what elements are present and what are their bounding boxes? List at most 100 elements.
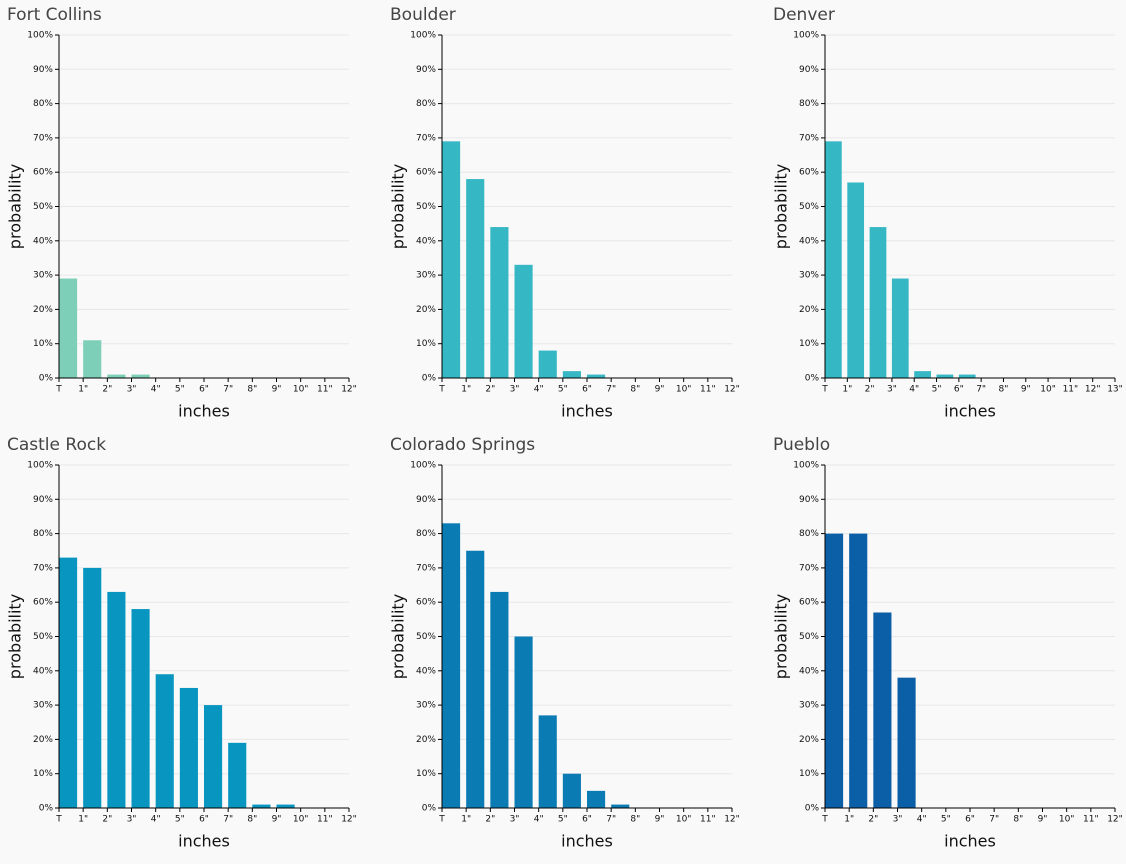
x-tick-label: 4" xyxy=(909,385,919,395)
x-tick-label: 6" xyxy=(954,385,964,395)
x-tick-label: 8" xyxy=(1013,815,1023,825)
x-tick-label: 4" xyxy=(534,385,544,395)
y-tick-label: 20% xyxy=(799,735,819,745)
bar xyxy=(914,371,931,378)
bar xyxy=(59,557,78,808)
bar xyxy=(958,374,976,378)
x-tick-label: 9" xyxy=(1021,385,1031,395)
bar xyxy=(825,141,842,378)
x-tick-label: 5" xyxy=(558,385,568,395)
x-tick-label: 10" xyxy=(676,815,692,825)
chart-title: Pueblo xyxy=(773,435,830,455)
y-axis-label: probability xyxy=(389,594,408,679)
y-tick-label: 90% xyxy=(33,65,53,75)
x-tick-label: 4" xyxy=(151,385,161,395)
y-tick-label: 90% xyxy=(416,65,436,75)
x-axis-label: inches xyxy=(561,402,613,421)
y-tick-label: 60% xyxy=(416,168,436,178)
y-tick-label: 10% xyxy=(33,339,53,349)
x-tick-label: T xyxy=(821,815,828,825)
chart-title: Boulder xyxy=(390,5,456,25)
x-tick-label: 1" xyxy=(78,815,88,825)
bar xyxy=(228,742,247,808)
bar xyxy=(538,715,557,808)
bar xyxy=(514,264,533,378)
x-tick-label: 7" xyxy=(976,385,986,395)
x-tick-label: 1" xyxy=(461,815,471,825)
x-tick-label: 12" xyxy=(724,385,740,395)
y-tick-label: 0% xyxy=(805,374,820,384)
x-tick-label: 6" xyxy=(582,385,592,395)
bar xyxy=(538,350,557,378)
x-tick-label: 12" xyxy=(1107,815,1123,825)
bar xyxy=(847,182,865,378)
x-tick-label: 8" xyxy=(247,815,257,825)
y-tick-label: 60% xyxy=(799,598,819,608)
bar xyxy=(587,374,606,378)
bar xyxy=(936,374,954,378)
y-tick-label: 10% xyxy=(416,769,436,779)
bar xyxy=(869,227,887,378)
chart-title: Castle Rock xyxy=(7,435,106,455)
x-tick-label: 8" xyxy=(247,385,257,395)
y-tick-label: 80% xyxy=(799,99,819,109)
y-tick-label: 30% xyxy=(416,271,436,281)
y-tick-label: 10% xyxy=(799,339,819,349)
bar xyxy=(562,773,581,808)
y-tick-label: 90% xyxy=(799,495,819,505)
y-tick-label: 70% xyxy=(799,563,819,573)
bar xyxy=(891,278,909,378)
y-tick-label: 100% xyxy=(793,31,819,41)
x-tick-label: 5" xyxy=(175,815,185,825)
x-tick-label: 10" xyxy=(293,385,309,395)
y-tick-label: 70% xyxy=(33,133,53,143)
bar xyxy=(59,278,78,378)
x-tick-label: 12" xyxy=(341,815,357,825)
x-tick-label: 11" xyxy=(317,385,333,395)
y-tick-label: 0% xyxy=(39,804,54,814)
y-tick-label: 20% xyxy=(799,305,819,315)
x-tick-label: 5" xyxy=(175,385,185,395)
x-tick-label: 12" xyxy=(341,385,357,395)
x-tick-label: 10" xyxy=(293,815,309,825)
y-tick-label: 70% xyxy=(33,563,53,573)
x-tick-label: 4" xyxy=(534,815,544,825)
x-tick-label: 9" xyxy=(272,385,282,395)
y-tick-label: 90% xyxy=(33,495,53,505)
x-tick-label: 7" xyxy=(989,815,999,825)
x-tick-label: 6" xyxy=(199,385,209,395)
y-tick-label: 20% xyxy=(416,305,436,315)
bar xyxy=(276,804,295,808)
y-tick-label: 90% xyxy=(416,495,436,505)
y-axis-label: probability xyxy=(6,164,25,249)
x-tick-label: 8" xyxy=(630,385,640,395)
y-tick-label: 80% xyxy=(33,99,53,109)
x-tick-label: 2" xyxy=(485,385,495,395)
x-tick-label: T xyxy=(821,385,828,395)
y-tick-label: 40% xyxy=(416,236,436,246)
y-tick-label: 40% xyxy=(33,236,53,246)
bar xyxy=(83,340,102,378)
chart-title: Colorado Springs xyxy=(390,435,535,455)
x-tick-label: 11" xyxy=(700,815,716,825)
y-tick-label: 30% xyxy=(799,701,819,711)
y-tick-label: 40% xyxy=(799,236,819,246)
bar xyxy=(490,227,509,378)
y-tick-label: 50% xyxy=(799,202,819,212)
bar xyxy=(849,533,868,808)
x-tick-label: 11" xyxy=(700,385,716,395)
bar xyxy=(131,374,150,378)
x-tick-label: 8" xyxy=(999,385,1009,395)
x-axis-label: inches xyxy=(178,832,230,851)
y-tick-label: 30% xyxy=(33,271,53,281)
bar xyxy=(179,687,198,808)
y-tick-label: 80% xyxy=(799,529,819,539)
x-axis-label: inches xyxy=(944,832,996,851)
bar xyxy=(155,674,174,808)
x-tick-label: T xyxy=(55,385,62,395)
y-tick-label: 20% xyxy=(33,305,53,315)
x-tick-label: 10" xyxy=(1059,815,1075,825)
y-axis-label: probability xyxy=(6,594,25,679)
y-tick-label: 10% xyxy=(33,769,53,779)
bar xyxy=(514,636,533,808)
